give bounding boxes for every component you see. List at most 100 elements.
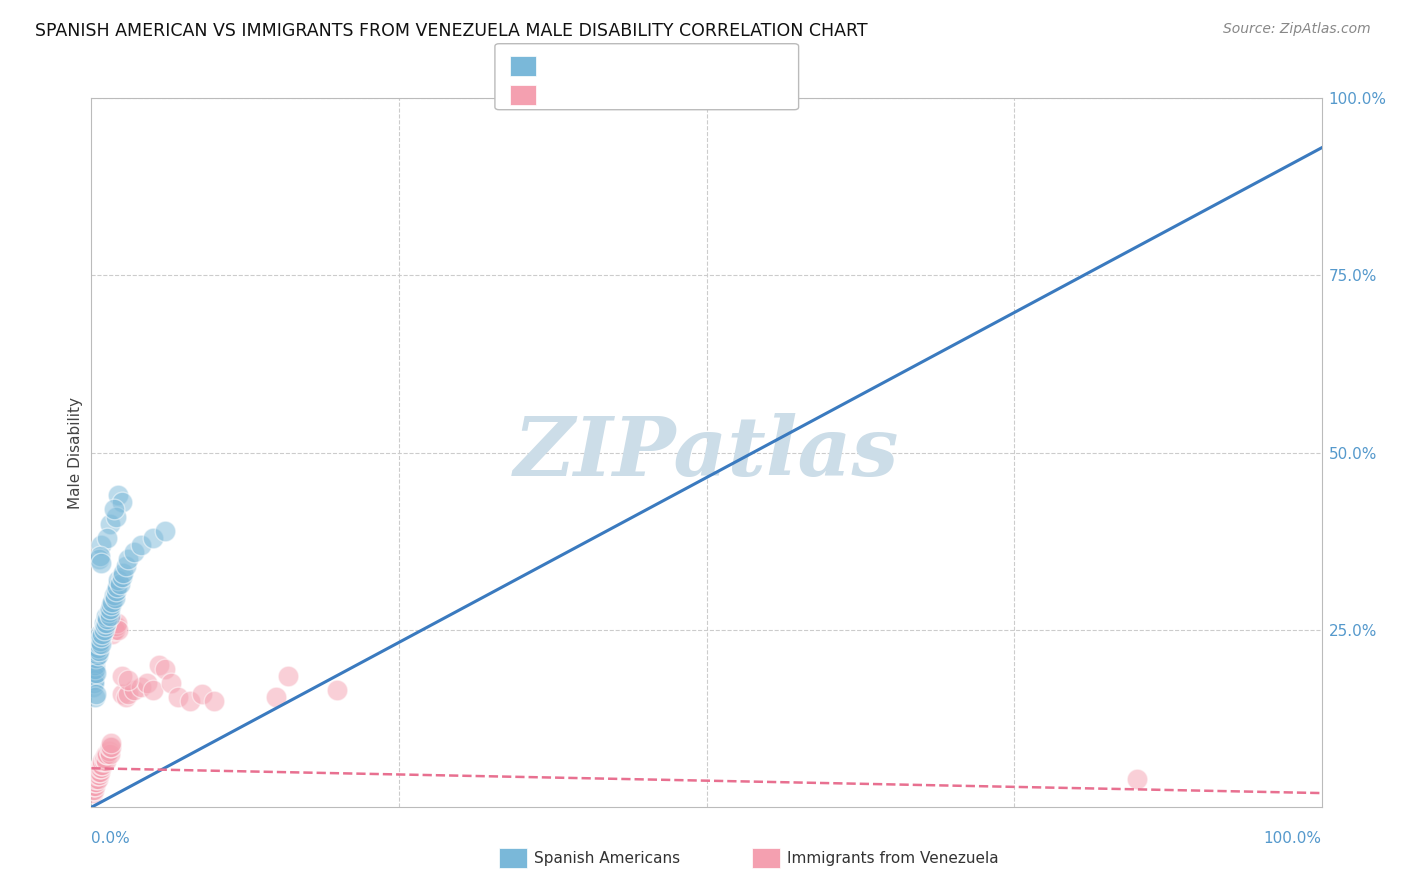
Point [84,768,107,782]
Point [82,665,104,680]
Point [105,615,128,630]
Point [84,775,107,789]
Text: Immigrants from Venezuela: Immigrants from Venezuela [787,851,1000,865]
Point [86,775,108,789]
Point [86,644,108,658]
Point [103,619,125,633]
Point [93,750,115,764]
Text: Source: ZipAtlas.com: Source: ZipAtlas.com [1223,22,1371,37]
Point [82,680,104,694]
Point [86,772,108,786]
Point [87,644,110,658]
Text: 100.0%: 100.0% [1264,831,1322,846]
Point [107,623,129,637]
Point [179,694,201,708]
Point [105,581,128,595]
Point [87,764,110,779]
Point [96,608,117,623]
Point [148,658,170,673]
Point [326,683,349,698]
Point [107,488,129,502]
Point [112,566,135,581]
Point [82,779,104,793]
Point [84,658,107,673]
Point [86,648,108,662]
Point [101,594,124,608]
Point [105,619,127,633]
Point [111,495,134,509]
Point [89,761,111,775]
Point [117,552,139,566]
Point [82,782,104,797]
Point [103,502,125,516]
Point [114,690,138,705]
Point [124,545,146,559]
Point [86,651,108,665]
Point [117,687,139,701]
Point [98,516,121,531]
Y-axis label: Male Disability: Male Disability [67,397,83,508]
Point [114,559,138,574]
Point [83,673,105,687]
Point [129,538,152,552]
Point [89,764,111,779]
Point [153,524,177,538]
Point [111,669,134,683]
Point [97,743,120,757]
Point [91,757,114,772]
Point [96,747,117,761]
Point [90,630,112,644]
Text: SPANISH AMERICAN VS IMMIGRANTS FROM VENEZUELA MALE DISABILITY CORRELATION CHART: SPANISH AMERICAN VS IMMIGRANTS FROM VENE… [35,22,868,40]
Point [117,673,139,687]
Text: ZIPatlas: ZIPatlas [513,413,900,492]
Point [86,687,108,701]
Point [87,761,110,775]
Point [86,640,108,655]
Point [90,538,112,552]
Point [98,747,121,761]
Point [96,747,118,761]
Point [90,757,112,772]
Point [83,669,105,683]
Point [86,764,108,779]
Point [160,676,183,690]
Text: R =  0.751   N = 58: R = 0.751 N = 58 [544,58,706,73]
Point [82,786,104,800]
Text: 0.0%: 0.0% [91,831,131,846]
Point [111,687,134,701]
Point [89,633,111,648]
Point [90,556,112,570]
Point [86,665,108,680]
Point [103,588,125,602]
Point [98,608,121,623]
Point [104,623,127,637]
Point [153,662,177,676]
Point [83,676,105,690]
Point [93,615,115,630]
Point [105,509,127,524]
Point [93,623,115,637]
Point [93,754,115,768]
Point [191,687,214,701]
Point [91,626,114,640]
Point [101,626,124,640]
Point [82,662,104,676]
Point [87,552,110,566]
Point [105,584,127,599]
Point [1126,772,1149,786]
Point [277,669,299,683]
Point [90,761,112,775]
Point [166,690,188,705]
Point [86,768,108,782]
Text: Spanish Americans: Spanish Americans [534,851,681,865]
Point [98,739,121,754]
Point [111,570,134,584]
Point [100,736,122,750]
Point [97,605,120,619]
Point [91,754,114,768]
Point [129,680,152,694]
Point [84,690,107,705]
Point [83,782,105,797]
Point [124,683,146,698]
Point [94,619,117,633]
